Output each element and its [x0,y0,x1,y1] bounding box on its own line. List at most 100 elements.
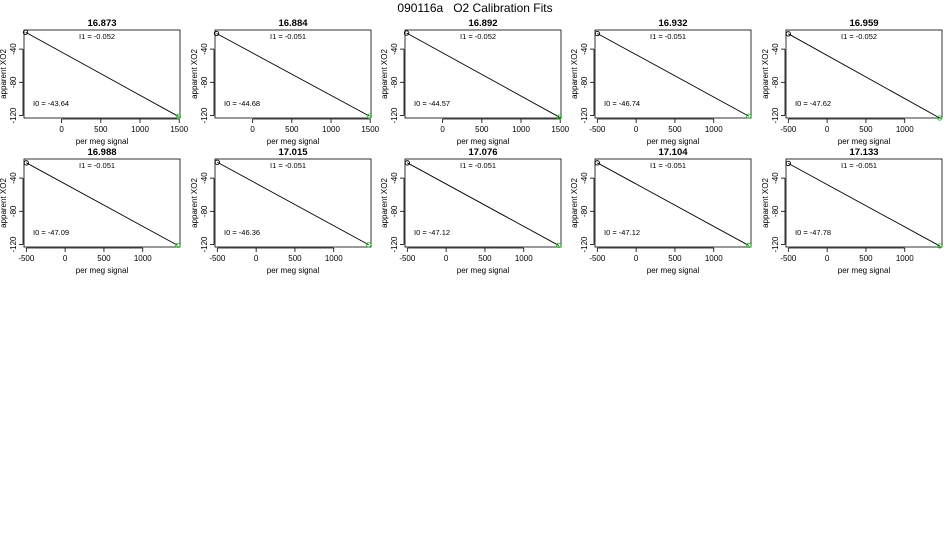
panel-title: 16.988 [87,147,116,158]
x-axis-label: per meg signal [76,266,129,275]
x-tick-label: 500 [97,254,111,263]
x-axis-label: per meg signal [76,137,129,146]
x-axis-label: per meg signal [647,137,700,146]
intercept-label: I0 = -43.64 [33,99,69,108]
calibration-point-black [785,31,791,37]
x-tick-label: 500 [668,254,682,263]
y-tick-label: -80 [771,205,780,217]
fit-line [597,33,749,117]
y-axis-label: apparent XO2 [0,49,8,99]
x-tick-label: 1000 [512,125,530,134]
y-tick-label: -40 [200,172,209,184]
y-tick-label: -120 [771,107,780,124]
panel-title: 16.892 [468,18,497,29]
y-tick-label: -80 [390,76,399,88]
y-tick-label: -120 [390,236,399,253]
y-axis-label: apparent XO2 [0,178,8,228]
slope-label: I1 = -0.052 [79,32,115,41]
panel-title: 16.959 [849,18,878,29]
y-tick-label: -40 [771,43,780,55]
x-tick-label: 0 [444,254,449,263]
x-tick-label: 0 [634,254,639,263]
fit-line [407,162,559,246]
intercept-label: I0 = -46.74 [604,99,640,108]
y-tick-label: -80 [580,76,589,88]
calibration-point-green [746,242,752,249]
x-tick-label: 0 [825,254,830,263]
y-tick-label: -40 [390,43,399,55]
x-tick-label: 1000 [322,125,340,134]
x-tick-label: 500 [859,254,873,263]
x-tick-label: 500 [475,125,489,134]
y-tick-label: -40 [580,172,589,184]
calibration-point-black [214,159,220,165]
y-axis-label: apparent XO2 [380,49,389,99]
calibration-point-green [175,242,181,248]
plot-frame [785,158,943,248]
fit-panel: 16.932 -500 0 500 1000 per meg signal -40 -80 -1… [570,18,752,146]
fit-line [25,31,179,117]
y-axis-label: apparent XO2 [570,178,579,228]
x-tick-label: 1000 [896,254,914,263]
x-tick-label: 500 [668,125,682,134]
slope-label: I1 = -0.051 [841,161,877,170]
x-axis-label: per meg signal [647,266,700,275]
x-tick-label: 0 [59,125,64,134]
calibration-point-green [746,113,752,119]
panel-title: 17.076 [468,147,497,158]
x-tick-label: 1000 [325,254,343,263]
slope-label: I1 = -0.052 [460,32,496,41]
x-tick-label: 0 [440,125,445,134]
x-tick-label: -500 [780,254,797,263]
panel-title: 17.133 [849,147,878,158]
x-tick-label: 0 [825,125,830,134]
y-axis-label: apparent XO2 [761,49,770,99]
intercept-label: I0 = -44.68 [224,99,260,108]
y-tick-label: -80 [9,76,18,88]
calibration-point-green [556,242,562,249]
y-axis-label: apparent XO2 [380,178,389,228]
intercept-label: I0 = -44.57 [414,99,450,108]
x-tick-label: -500 [589,254,606,263]
slope-label: I1 = -0.051 [460,161,496,170]
y-tick-label: -80 [580,205,589,217]
x-tick-label: 500 [94,125,108,134]
y-tick-label: -120 [580,107,589,124]
calibration-point-green [556,114,563,120]
plot-frame [214,158,372,248]
page-title: 090116a O2 Calibration Fits [397,1,553,15]
panel-title: 17.015 [278,147,308,158]
plot-frame [785,29,943,119]
x-tick-label: -500 [399,254,416,263]
y-tick-label: -120 [200,107,209,124]
x-tick-label: 1000 [896,125,914,134]
y-tick-label: -40 [580,43,589,55]
calibration-point-black [23,160,29,166]
x-tick-label: 1500 [551,125,569,134]
x-tick-label: 500 [288,254,302,263]
x-tick-label: -500 [18,254,35,263]
panel-title: 16.932 [658,18,687,29]
plot-frame [594,29,752,119]
fit-line [597,162,749,246]
y-axis-label: apparent XO2 [190,178,199,228]
fit-panel: 16.959 -500 0 500 1000 per meg signal -40 -80 -1… [761,18,943,146]
y-tick-label: -120 [200,236,209,253]
fit-line [26,162,178,246]
y-tick-label: -40 [9,43,18,55]
x-axis-label: per meg signal [267,266,320,275]
x-tick-label: -500 [780,125,797,134]
y-axis-label: apparent XO2 [761,178,770,228]
x-tick-label: 1000 [705,254,723,263]
fit-line [788,163,940,247]
calibration-point-black [785,160,791,167]
intercept-label: I0 = -46.36 [224,228,260,237]
y-tick-label: -40 [390,172,399,184]
calibration-point-black [213,30,220,37]
x-tick-label: -500 [209,254,226,263]
plot-frame [23,29,181,119]
plot-frame [23,158,181,248]
x-tick-label: 1000 [134,254,152,263]
x-tick-label: 0 [63,254,68,263]
